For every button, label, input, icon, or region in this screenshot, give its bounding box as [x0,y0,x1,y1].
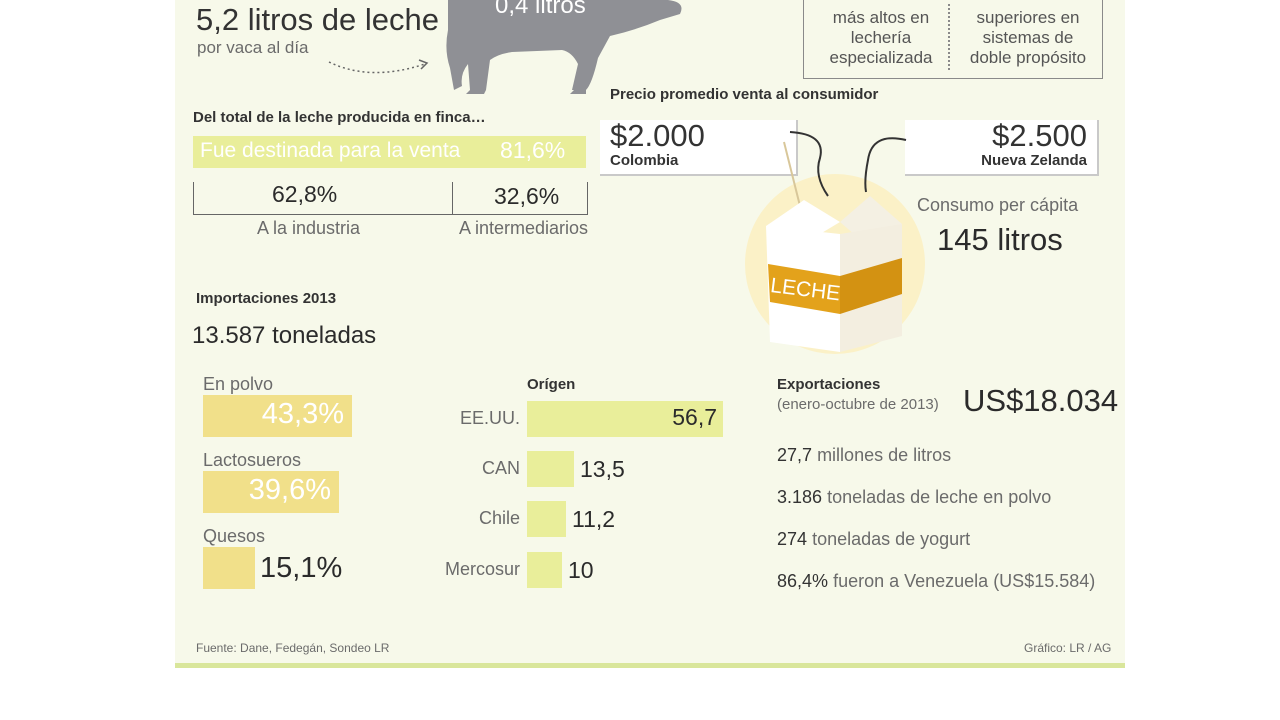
source-note: Fuente: Dane, Fedegán, Sondeo LR [196,641,390,655]
price-colombia-label: Colombia [610,152,679,169]
exports-title: Exportaciones [777,376,881,393]
box-right-line: sistemas de [982,28,1074,47]
import-type-bar [203,471,339,513]
liters-per-cow-value: 5,2 litros de leche [196,2,439,37]
box-left-line: más altos en [832,8,930,27]
consumption-value: 145 litros [937,222,1063,257]
price-colombia-box [600,120,798,176]
export-item-number: 274 [777,529,808,549]
liters-per-cow-sub: por vaca al día [197,38,309,57]
price-title: Precio promedio venta al consumidor [610,86,879,103]
origin-value: 10 [568,557,594,583]
industry-value: 62,8% [272,181,338,207]
import-type-bar [203,547,255,589]
milk-carton-illustration [745,131,925,354]
sale-bar [193,136,586,168]
import-type-value: 43,3% [261,398,344,430]
export-item-number: 3.186 [777,487,823,507]
origin-bar [527,552,562,588]
export-item: 27,7 millones de litros [777,445,951,466]
box-left-text: más altos en lechería especializada [820,8,942,68]
sale-label: Fue destinada para la venta [200,139,461,162]
export-item: 86,4% fueron a Venezuela (US$15.584) [777,571,1095,592]
box-left-line: lechería [850,28,912,47]
split-divider [452,182,453,214]
import-type-value: 15,1% [260,552,343,584]
origin-label: Chile [478,508,520,528]
origin-bar [527,451,574,487]
export-item-text: millones de litros [817,445,952,465]
import-type-label: En polvo [203,374,274,394]
export-item-text: toneladas de leche en polvo [827,487,1052,507]
export-item: 3.186 toneladas de leche en polvo [777,487,1051,508]
milk-use-title: Del total de la leche producida en finca… [193,109,486,126]
exports-period: (enero-octubre de 2013) [777,396,939,413]
box-right-line: superiores en [976,8,1080,27]
imports-total: 13.587 toneladas [192,322,377,349]
box-right-text: superiores en sistemas de doble propósit… [956,8,1100,68]
intermediaries-label: A intermediarios [459,218,589,238]
origin-value: 56,7 [672,404,717,430]
split-bracket [193,182,588,215]
intermediaries-value: 32,6% [494,183,560,209]
box-right-line: doble propósito [969,48,1087,67]
price-colombia-value: $2.000 [610,118,705,153]
imports-origin-chart [0,0,1,1]
export-item: 274 toneladas de yogurt [777,529,970,550]
origin-label: EE.UU. [459,408,520,428]
import-type-label: Quesos [203,526,266,546]
cow-icon [446,0,682,94]
origin-title: Orígen [527,376,576,393]
origin-label: Mercosur [444,559,520,579]
origin-bar [527,501,566,537]
import-type-label: Lactosueros [203,450,302,470]
export-item-number: 86,4% [777,571,829,591]
consumption-label: Consumo per cápita [917,195,1079,215]
top-box-divider [948,4,950,70]
price-nz-value: $2.500 [992,118,1087,153]
top-right-box [803,0,1103,79]
origin-value: 11,2 [572,506,616,532]
export-item-text: fueron a Venezuela (US$15.584) [833,571,1096,591]
imports-title: Importaciones 2013 [196,290,337,307]
origin-bar [527,401,723,437]
export-item-number: 27,7 [777,445,813,465]
box-left-line: especializada [829,48,933,67]
export-item-text: toneladas de yogurt [812,529,971,549]
cow-liters-label: 0,4 litros [495,0,586,19]
infographic-panel [175,0,1125,664]
credit-note: Gráfico: LR / AG [1024,641,1112,655]
price-nz-label: Nueva Zelanda [981,152,1087,169]
dotted-arrow-icon [328,59,429,74]
exports-value: US$18.034 [963,383,1119,418]
origin-value: 13,5 [580,456,625,482]
price-nz-box [905,120,1099,176]
import-type-value: 39,6% [248,474,331,506]
sale-value: 81,6% [500,137,566,163]
origin-label: CAN [481,458,520,478]
bottom-accent-bar [175,663,1125,668]
industry-label: A la industria [257,218,361,238]
import-type-bar [203,395,352,437]
